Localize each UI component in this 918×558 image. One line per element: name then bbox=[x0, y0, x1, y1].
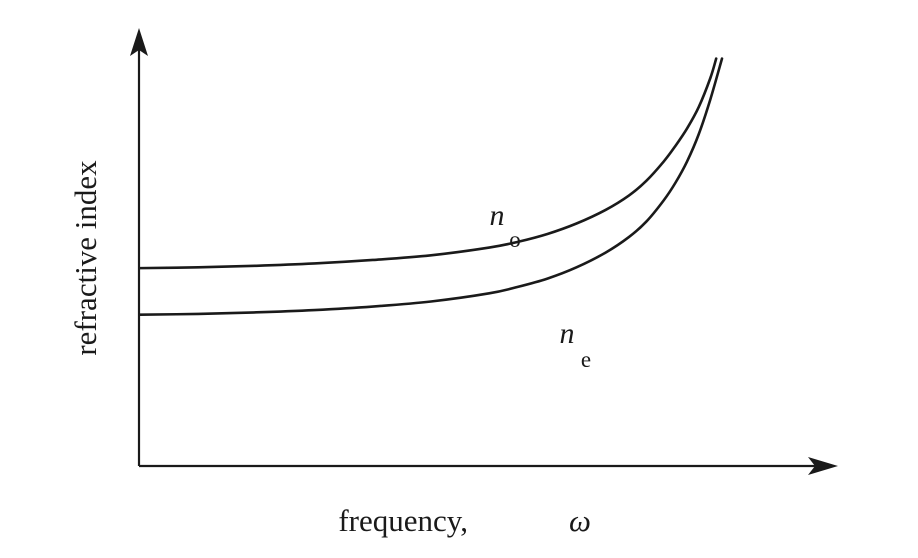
series-label-n-e-subscript: e bbox=[581, 347, 591, 372]
x-axis-symbol: ω bbox=[569, 503, 591, 538]
series-label-n-e-base: n bbox=[560, 317, 575, 350]
series-label-n-o-subscript: o bbox=[509, 227, 521, 252]
x-axis-arrowhead bbox=[808, 457, 838, 475]
x-axis-label: frequency, bbox=[338, 503, 468, 538]
y-axis-label: refractive index bbox=[68, 160, 103, 356]
series-line-n-e bbox=[138, 57, 724, 316]
series-label-n-o-base: n bbox=[490, 199, 505, 232]
y-axis-arrowhead bbox=[130, 28, 148, 56]
series-line-n-o bbox=[138, 57, 718, 270]
series-layer bbox=[138, 57, 724, 316]
